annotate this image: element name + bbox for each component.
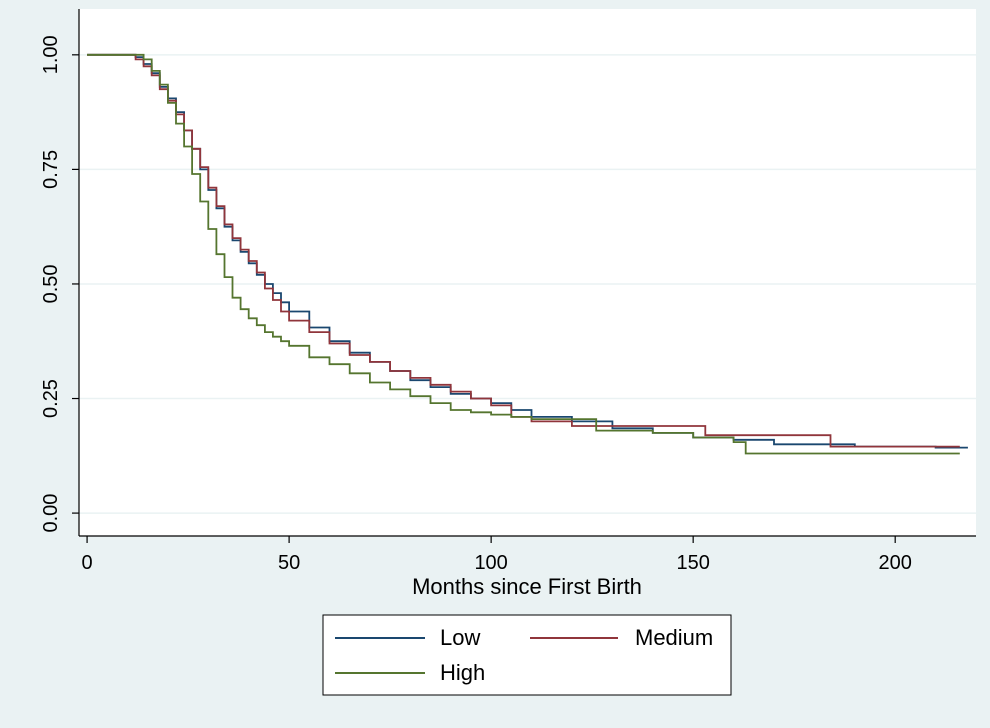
y-tick-label: 0.25	[40, 379, 62, 418]
series-layer	[87, 53, 968, 455]
grid-layer	[79, 54, 976, 514]
x-tick-label: 150	[676, 552, 709, 574]
legend-label-medium: Medium	[635, 625, 713, 650]
y-ticks: 0.00 0.25 0.50 0.75 1.00	[40, 35, 79, 533]
y-tick-label: 0.75	[40, 150, 62, 189]
legend-label-low: Low	[440, 625, 480, 650]
x-ticks: 0 50 100 150 200	[82, 536, 912, 574]
x-tick-label: 100	[474, 552, 507, 574]
plot-area	[79, 9, 976, 536]
legend: Low Medium High	[322, 614, 732, 696]
legend-box	[322, 614, 732, 696]
y-tick-label: 1.00	[40, 35, 62, 74]
x-tick-label: 50	[278, 552, 300, 574]
x-tick-label: 0	[82, 552, 93, 574]
series-line-low	[87, 53, 968, 449]
series-line-high	[87, 53, 960, 455]
x-axis-label: Months since First Birth	[412, 574, 642, 599]
legend-label-high: High	[440, 660, 485, 685]
y-tick-label: 0.50	[40, 264, 62, 303]
y-tick-label: 0.00	[40, 494, 62, 533]
x-tick-label: 200	[879, 552, 912, 574]
